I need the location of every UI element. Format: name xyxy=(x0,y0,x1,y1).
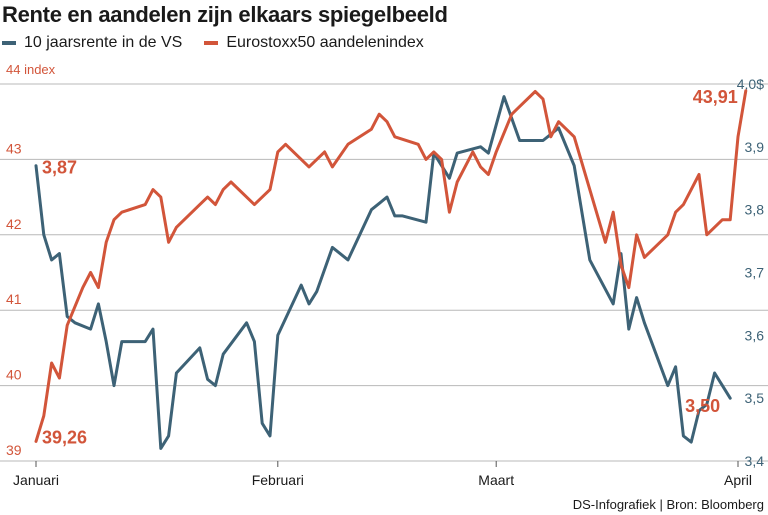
left-tick-label-43: 43 xyxy=(6,140,22,156)
right-y-axis: 4,0$ 3,9 3,8 3,7 3,6 3,5 3,4 xyxy=(737,76,764,469)
rate-start-label: 3,87 xyxy=(42,158,77,178)
rate-end-label: 3,50 xyxy=(685,396,720,416)
x-tick-label-3: April xyxy=(724,472,752,488)
right-tick-label-4: 4,0$ xyxy=(737,76,764,92)
stocks-end-label: 43,91 xyxy=(693,87,738,107)
series-line-1 xyxy=(34,89,748,443)
x-tick-label-0: Januari xyxy=(13,472,59,488)
chart-title: Rente en aandelen zijn elkaars spiegelbe… xyxy=(2,2,448,27)
left-tick-label-41: 41 xyxy=(6,291,22,307)
series-line-0 xyxy=(34,95,732,450)
left-tick-label-42: 42 xyxy=(6,216,22,232)
legend-item-stocks: Eurostoxx50 aandelenindex xyxy=(204,34,424,52)
stocks-start-label: 39,26 xyxy=(42,427,87,447)
legend-item-rate: 10 jaarsrente in de VS xyxy=(2,34,182,52)
left-y-axis: 44 index 43 42 41 40 39 xyxy=(6,62,56,458)
right-tick-label-3.4: 3,4 xyxy=(745,453,765,469)
right-tick-label-3.6: 3,6 xyxy=(745,327,765,343)
left-axis-unit-label: 44 index xyxy=(6,62,56,77)
x-axis: Januari Februari Maart April xyxy=(13,461,752,488)
legend-label-stocks: Eurostoxx50 aandelenindex xyxy=(226,34,424,51)
gridlines xyxy=(0,83,768,462)
legend: 10 jaarsrente in de VS Eurostoxx50 aande… xyxy=(2,34,446,52)
right-tick-label-3.9: 3,9 xyxy=(745,139,765,155)
source-note: DS-Infografiek | Bron: Bloomberg xyxy=(572,497,764,512)
series xyxy=(34,89,748,450)
legend-swatch-stocks xyxy=(204,41,219,45)
data-labels: 3,87 39,26 43,91 3,50 xyxy=(42,87,738,448)
right-tick-label-3.8: 3,8 xyxy=(745,202,765,218)
right-tick-label-3.5: 3,5 xyxy=(745,390,765,406)
x-tick-label-2: Maart xyxy=(478,472,514,488)
left-tick-label-40: 40 xyxy=(6,367,22,383)
left-tick-label-39: 39 xyxy=(6,442,22,458)
legend-label-rate: 10 jaarsrente in de VS xyxy=(24,34,183,51)
right-tick-label-3.7: 3,7 xyxy=(745,265,765,281)
legend-swatch-rate xyxy=(2,41,16,45)
x-tick-label-1: Februari xyxy=(252,472,304,488)
